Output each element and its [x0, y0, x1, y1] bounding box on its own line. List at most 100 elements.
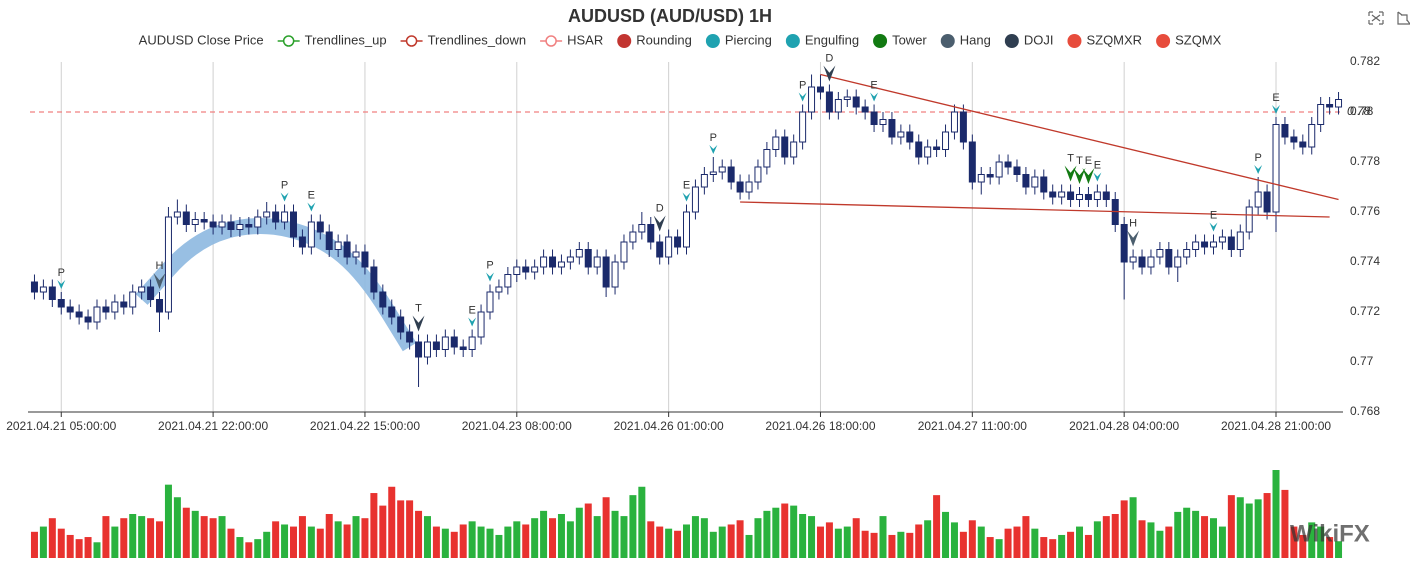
volume-bar	[870, 532, 878, 558]
volume-bar	[611, 510, 619, 558]
volume-bar	[1102, 516, 1110, 558]
volume-bar	[513, 521, 521, 558]
legend-label[interactable]: Trendlines_up	[305, 32, 387, 47]
candle-body	[1084, 194, 1092, 200]
legend-label[interactable]: DOJI	[1024, 32, 1054, 47]
candle-body	[200, 219, 208, 223]
legend-label[interactable]: Tower	[892, 32, 927, 47]
watermark: WikiFX	[1290, 520, 1370, 547]
legend-label[interactable]: AUDUSD Close Price	[139, 32, 264, 47]
volume-bar	[1031, 528, 1039, 558]
legend-label[interactable]: HSAR	[567, 32, 603, 47]
candle-body	[799, 111, 807, 143]
candle-body	[66, 306, 74, 313]
legend-label[interactable]: SZQMXR	[1086, 32, 1142, 47]
legend-label[interactable]: Hang	[960, 32, 991, 47]
zoom-icon[interactable]	[1368, 11, 1384, 25]
legend-label[interactable]: Trendlines_down	[428, 32, 527, 47]
legend-icon	[940, 34, 955, 48]
legend: AUDUSD Close Price Trendlines_up Trendline…	[139, 32, 1222, 48]
candle-body	[352, 251, 360, 258]
candle-body	[1308, 124, 1316, 148]
signal-label: E	[1094, 159, 1101, 171]
volume-bar	[111, 526, 119, 558]
signal-marker	[1073, 168, 1086, 184]
volume-bar	[745, 534, 753, 558]
legend-label[interactable]: SZQMX	[1175, 32, 1222, 47]
legend-label[interactable]: Piercing	[725, 32, 772, 47]
volume-bar	[656, 526, 664, 558]
volume-bar	[557, 514, 565, 558]
candle-body	[1165, 249, 1173, 268]
candle-body	[415, 341, 423, 358]
volume-bar	[825, 522, 833, 558]
signal-marker	[682, 192, 691, 202]
volume-bar	[1165, 526, 1173, 558]
volume-bar	[415, 510, 423, 558]
volume-bar	[709, 531, 717, 558]
candle-body	[406, 331, 414, 343]
candle-body	[1138, 256, 1146, 268]
chart-title: AUDUSD (AUD/USD) 1H	[568, 6, 772, 26]
volume-bar	[602, 497, 610, 558]
volume-bar	[1192, 510, 1200, 558]
signal-label: E	[308, 189, 315, 201]
volume-bar	[1183, 507, 1191, 558]
candle-body	[39, 286, 47, 293]
volume-bar	[629, 495, 637, 558]
volume-bar	[986, 537, 994, 558]
legend-icon	[405, 35, 418, 47]
legend-label[interactable]: Rounding	[636, 32, 692, 47]
candle-body	[307, 221, 315, 248]
candle-body	[1004, 161, 1012, 168]
volume-bar	[691, 516, 699, 558]
volume-bar	[289, 526, 297, 558]
volume-bar	[1111, 514, 1119, 558]
legend-label[interactable]: Engulfing	[805, 32, 859, 47]
candle-body	[816, 86, 824, 93]
candle-body	[674, 236, 682, 248]
x-tick-label: 2021.04.21 05:00:00	[6, 419, 116, 433]
x-tick-label: 2021.04.28 21:00:00	[1221, 419, 1331, 433]
signal-label: P	[710, 132, 717, 144]
candle-body	[1335, 99, 1343, 108]
candle-body	[1156, 249, 1164, 258]
legend-icon	[1004, 34, 1019, 48]
volume-bar	[120, 518, 128, 558]
y-tick-label: 0.772	[1350, 304, 1380, 318]
volume-bar	[1147, 522, 1155, 558]
candle-body	[245, 224, 253, 228]
candle-body	[620, 241, 628, 263]
candle-body	[379, 291, 387, 308]
candle-body	[638, 224, 646, 233]
volume-bar	[388, 486, 396, 558]
toolbox[interactable]	[1368, 11, 1410, 25]
candle-body	[129, 291, 137, 308]
volume-bar	[915, 524, 923, 558]
volume-bar	[102, 516, 110, 558]
volume-bar	[1084, 534, 1092, 558]
candle-body	[1209, 241, 1217, 248]
candle-body	[156, 299, 164, 313]
volume-bar	[361, 518, 369, 558]
volume-bar	[57, 528, 65, 558]
volume-bar	[441, 528, 449, 558]
volume-bar	[1138, 520, 1146, 558]
volume-bar	[1281, 489, 1289, 558]
volume-bar	[182, 507, 190, 558]
candle-body	[75, 311, 83, 318]
volume-bar	[888, 534, 896, 558]
signal-label: E	[468, 304, 475, 316]
volume-bar	[379, 505, 387, 558]
candle-body	[745, 181, 753, 193]
signal-marker	[1209, 222, 1218, 232]
volume-bar	[1245, 503, 1253, 558]
volume-bar	[200, 516, 208, 558]
legend-icon	[785, 34, 800, 48]
signal-label: H	[156, 260, 164, 272]
restore-icon[interactable]	[1397, 11, 1410, 25]
volume-bar	[423, 516, 431, 558]
candle-body	[924, 146, 932, 158]
volume-bar	[950, 522, 958, 558]
candle-body	[968, 141, 976, 183]
